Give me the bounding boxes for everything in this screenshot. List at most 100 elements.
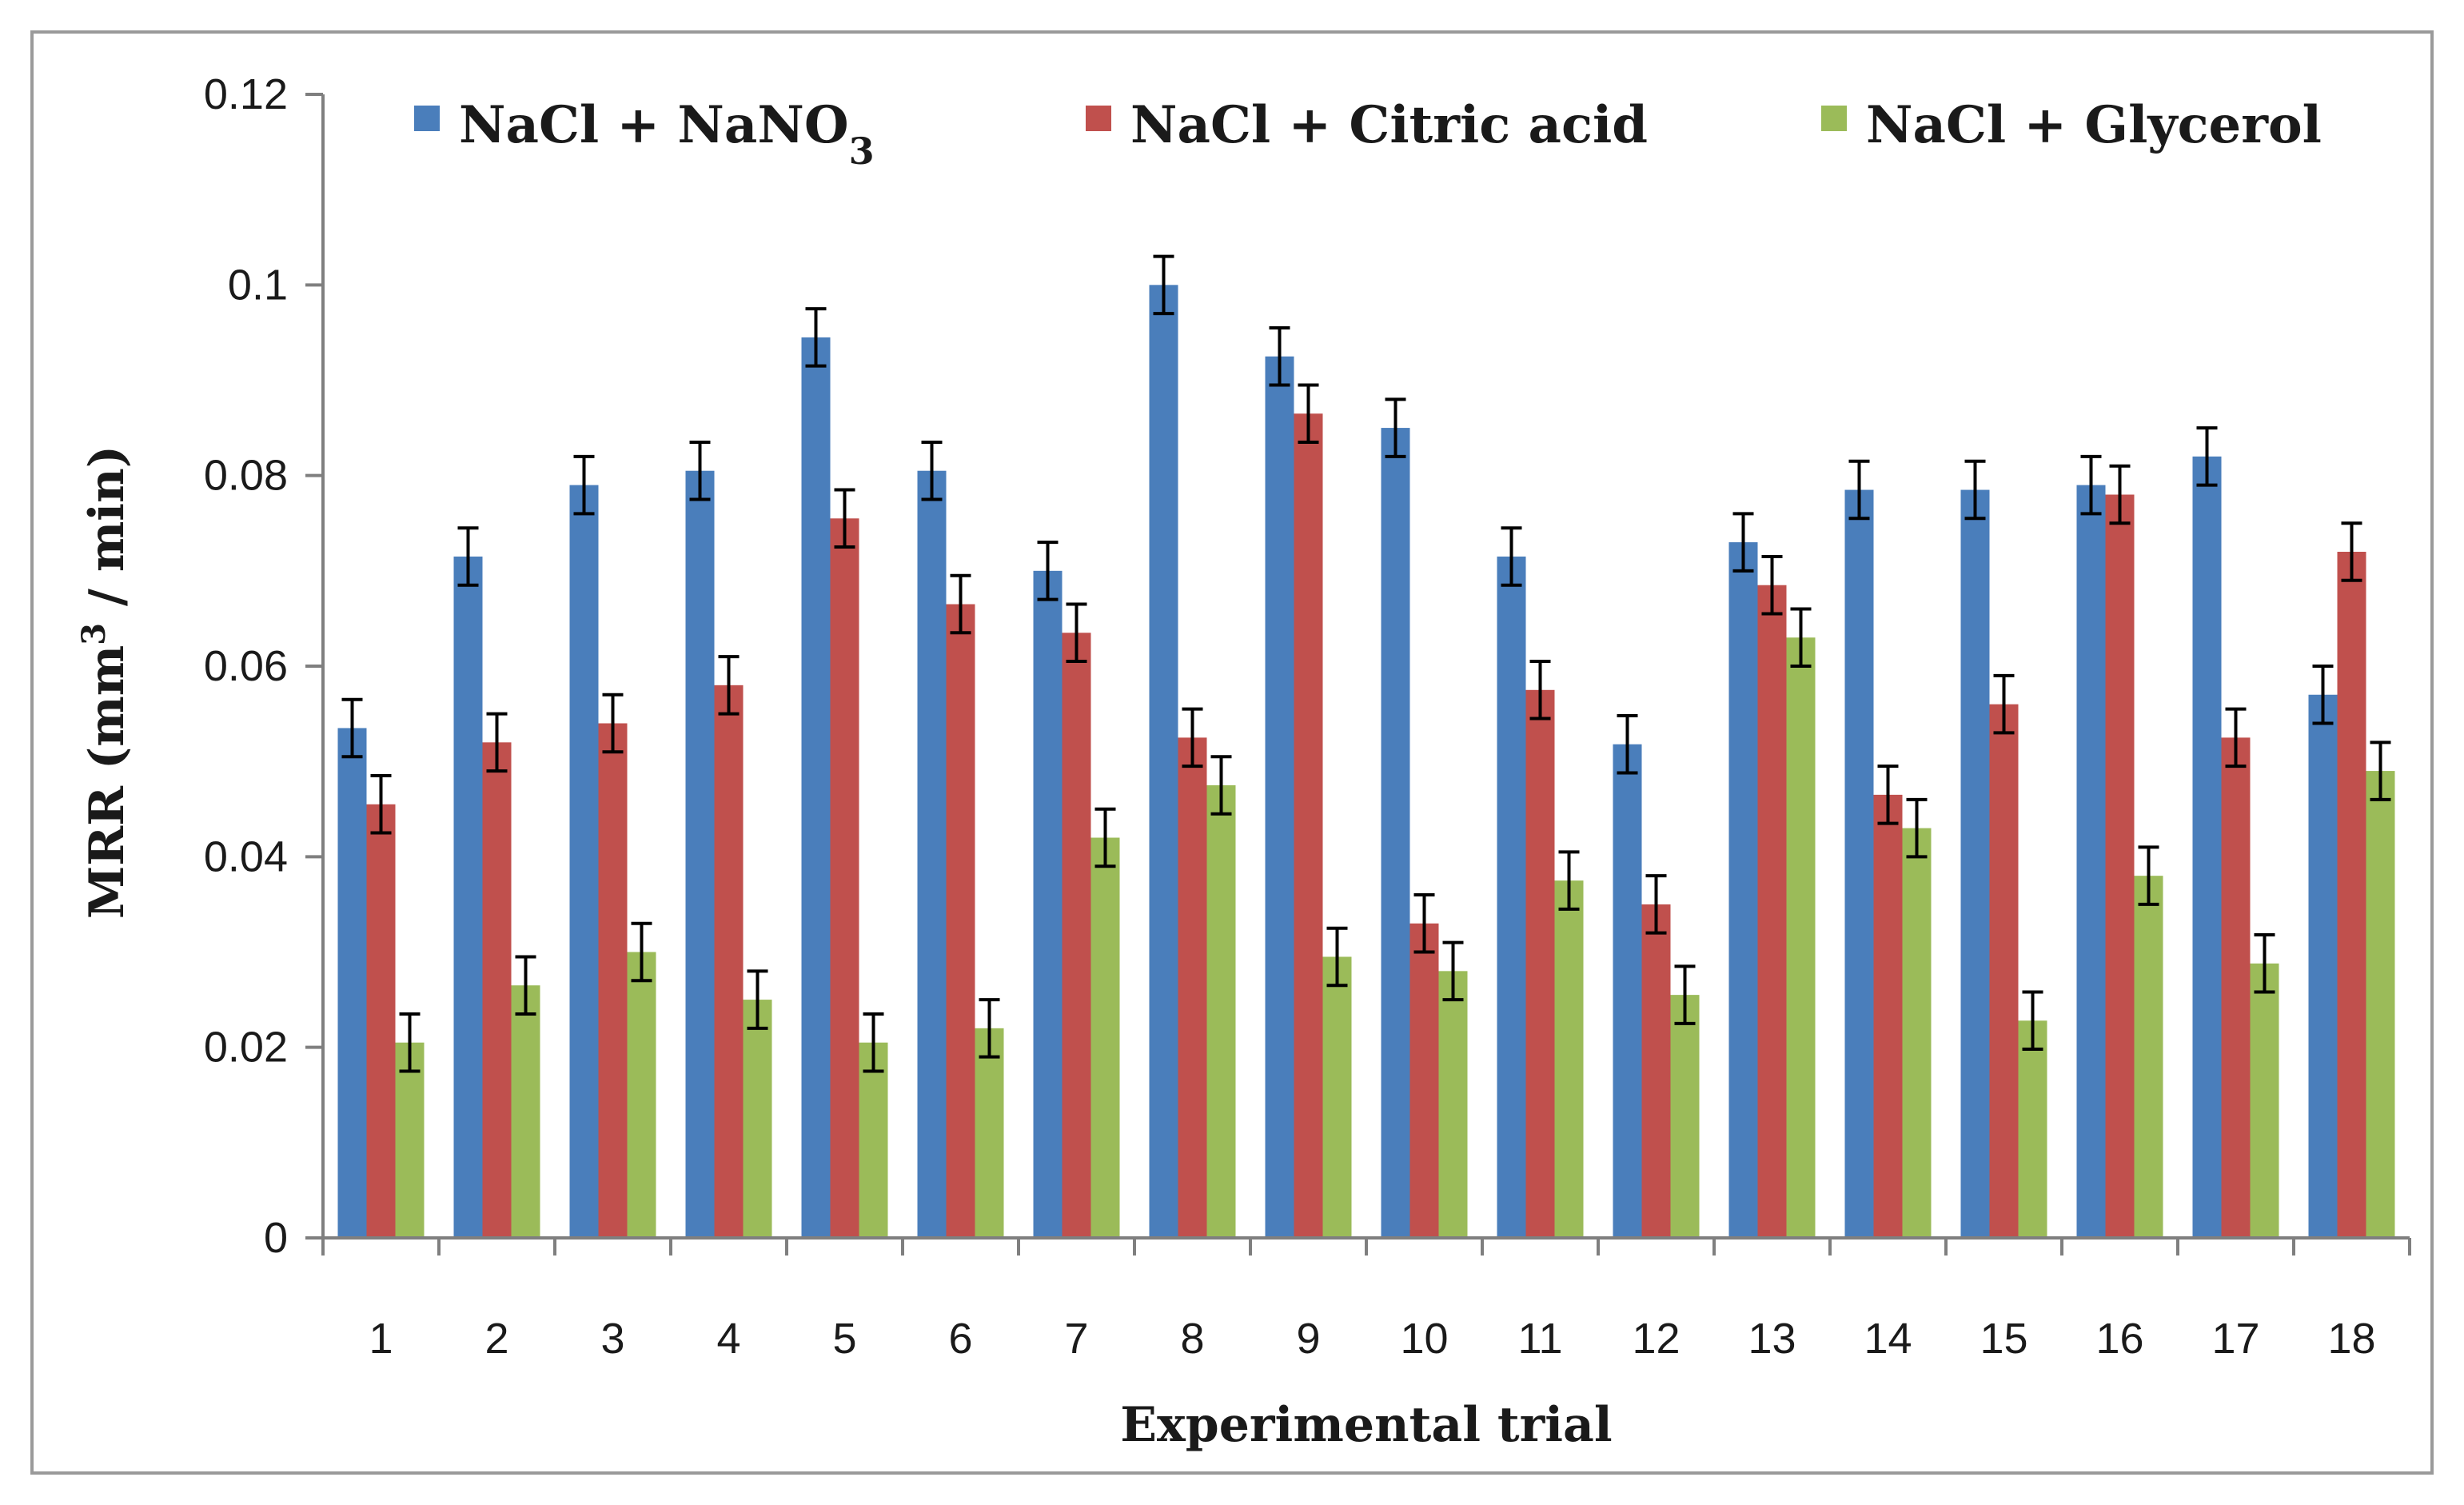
- bar: [801, 337, 831, 1238]
- x-tick-label: 12: [1632, 1315, 1680, 1363]
- bar: [2192, 456, 2222, 1238]
- bar: [2337, 552, 2366, 1238]
- error-bar: [399, 1012, 421, 1073]
- error-bar: [1993, 673, 2015, 735]
- bar: [1641, 904, 1671, 1238]
- bar: [1033, 570, 1063, 1238]
- error-bar: [457, 526, 479, 587]
- error-bar: [1037, 541, 1059, 601]
- error-bar: [834, 488, 855, 549]
- chart-frame: NaCl + NaNO3 NaCl + Citric acid NaCl + Gly…: [30, 30, 2434, 1475]
- error-bar: [486, 712, 508, 773]
- x-tick-label: 4: [716, 1315, 740, 1363]
- bar: [2366, 771, 2395, 1238]
- error-bar: [863, 1012, 884, 1073]
- bar: [1844, 489, 1874, 1238]
- bar: [1497, 556, 1526, 1238]
- bars-layer: [337, 285, 2395, 1238]
- legend-label: NaCl + NaNO3: [459, 95, 875, 173]
- bar: [627, 952, 656, 1238]
- bar: [2308, 694, 2338, 1238]
- y-axis-title-main: MRR (mm: [79, 645, 135, 919]
- bar: [569, 485, 599, 1238]
- y-tick-label: 0: [264, 1214, 288, 1262]
- bar: [395, 1042, 425, 1238]
- error-bar: [2196, 426, 2218, 487]
- legend-swatch: [1821, 106, 1847, 131]
- error-bar: [631, 921, 652, 983]
- error-bar: [2254, 933, 2275, 994]
- error-bar: [1790, 607, 1812, 668]
- legend-label-main: NaCl + Glycerol: [1866, 95, 2322, 155]
- bar: [2221, 737, 2251, 1238]
- error-bar: [515, 955, 536, 1016]
- bar: [946, 604, 975, 1238]
- bar: [743, 1000, 772, 1238]
- error-bar: [1153, 254, 1174, 316]
- bar: [975, 1028, 1004, 1238]
- error-bar: [979, 998, 1000, 1059]
- x-tick-label: 8: [1180, 1315, 1204, 1363]
- x-tick-label: 2: [484, 1315, 508, 1363]
- bar: [1728, 542, 1758, 1238]
- legend-item-2: NaCl + Citric acid: [1086, 95, 1648, 155]
- bar: [1873, 794, 1903, 1238]
- bar: [2134, 876, 2163, 1238]
- bar: [1613, 744, 1642, 1238]
- y-tick-label: 0.06: [204, 642, 288, 690]
- error-bar: [805, 307, 827, 368]
- legend-item-3: NaCl + Glycerol: [1821, 95, 2322, 155]
- y-axis-title: MRR (mm3 / min): [75, 445, 136, 919]
- bar: [366, 804, 396, 1238]
- x-tick-label: 13: [1748, 1315, 1796, 1363]
- bar: [1438, 971, 1468, 1238]
- series-2: [366, 413, 2366, 1238]
- error-bar: [341, 697, 363, 759]
- bar: [1960, 489, 1990, 1238]
- bar: [714, 685, 744, 1238]
- y-tick-label: 0.08: [204, 452, 288, 500]
- error-bar: [1558, 850, 1580, 911]
- x-tick-label: 5: [832, 1315, 856, 1363]
- error-bar: [370, 774, 392, 835]
- bar: [1670, 995, 1700, 1238]
- x-tick-label: 17: [2211, 1315, 2259, 1363]
- error-bar: [689, 440, 711, 501]
- bar: [685, 470, 715, 1238]
- error-bar: [1269, 325, 1290, 387]
- error-bar: [921, 440, 943, 501]
- bar: [1525, 689, 1555, 1238]
- bar: [1786, 637, 1816, 1238]
- error-bar: [1385, 397, 1406, 458]
- legend-item-1: NaCl + NaNO3: [414, 95, 875, 173]
- error-bar: [1732, 512, 1754, 573]
- error-bar: [1210, 755, 1232, 816]
- error-bar: [1326, 926, 1348, 988]
- error-bars-layer: [341, 254, 2391, 1073]
- bar: [1062, 633, 1091, 1238]
- error-bar: [1848, 459, 1870, 521]
- bar: [511, 985, 540, 1238]
- bar: [1206, 784, 1236, 1238]
- error-bar: [1645, 874, 1667, 935]
- y-tick-label: 0.1: [228, 261, 288, 309]
- bar: [917, 470, 947, 1238]
- error-bar: [1906, 797, 1928, 859]
- bar: [453, 556, 483, 1238]
- x-tick-label: 3: [600, 1315, 624, 1363]
- x-tick-label: 6: [948, 1315, 972, 1363]
- error-bar: [2022, 990, 2043, 1052]
- error-bar: [602, 693, 624, 754]
- y-ticks: 0 0.02 0.04 0.06 0.08 0.1 0.12: [204, 70, 323, 1262]
- bar: [1757, 585, 1787, 1238]
- bar: [1149, 285, 1178, 1238]
- legend-swatch: [414, 106, 440, 131]
- bar: [1381, 428, 1410, 1238]
- error-bar: [2109, 464, 2131, 525]
- x-tick-label: 14: [1864, 1315, 1912, 1363]
- bar-chart: NaCl + NaNO3 NaCl + Citric acid NaCl + Gly…: [75, 70, 2411, 1453]
- bar: [1322, 956, 1352, 1238]
- y-tick-label: 0.12: [204, 70, 288, 118]
- error-bar: [2312, 665, 2334, 725]
- error-bar: [1529, 660, 1551, 721]
